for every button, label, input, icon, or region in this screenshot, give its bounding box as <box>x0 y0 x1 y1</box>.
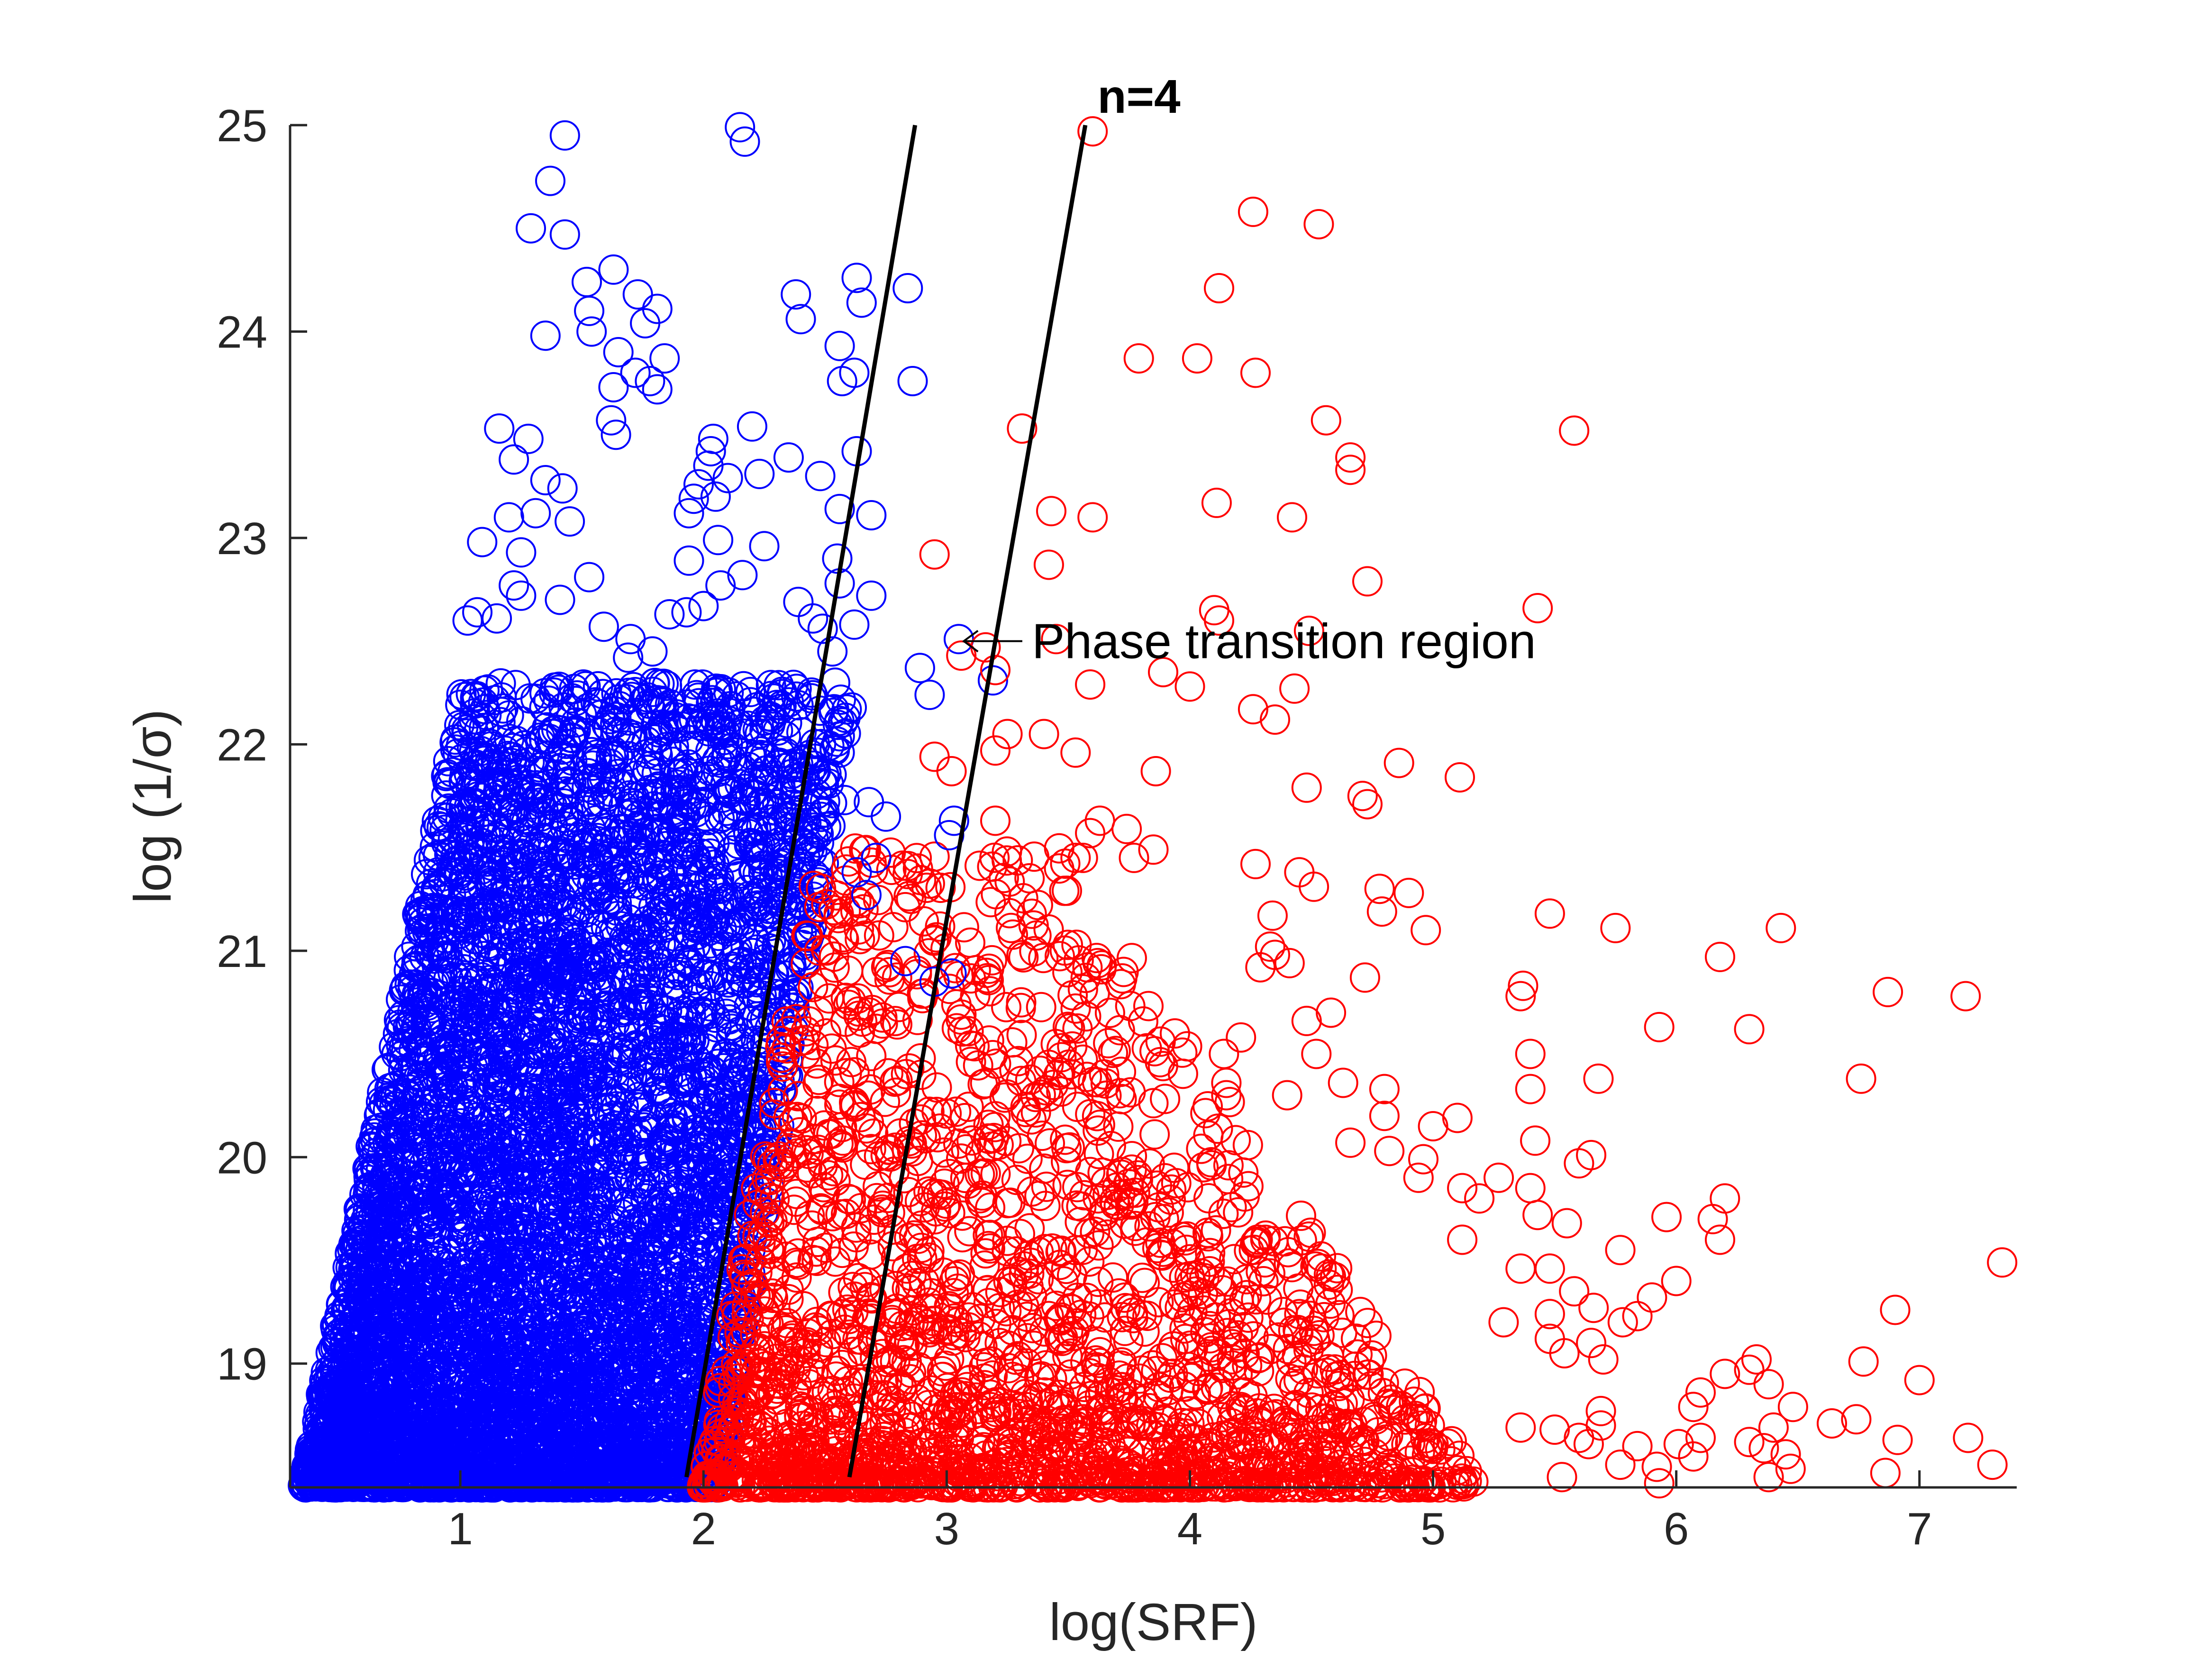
blue-cloud-point <box>702 745 733 775</box>
blue-cloud-point <box>494 843 525 874</box>
blue-cloud-point <box>653 1063 683 1094</box>
blue-cloud-point <box>735 676 766 707</box>
blue-cloud-point <box>781 681 811 712</box>
blue-cloud-point <box>772 708 802 738</box>
blue-cloud-point <box>655 1098 686 1129</box>
blue-cloud-point <box>667 932 698 963</box>
blue-cloud-point <box>629 684 660 715</box>
